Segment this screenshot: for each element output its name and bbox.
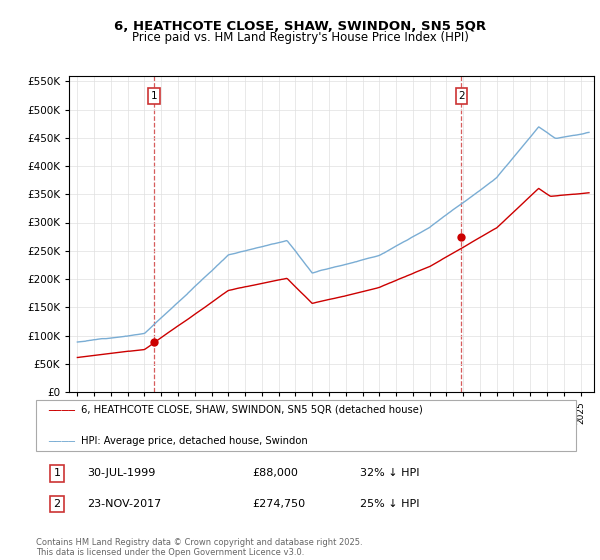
Text: HPI: Average price, detached house, Swindon: HPI: Average price, detached house, Swin… [81,436,308,446]
Text: 32% ↓ HPI: 32% ↓ HPI [360,468,419,478]
Text: Contains HM Land Registry data © Crown copyright and database right 2025.
This d: Contains HM Land Registry data © Crown c… [36,538,362,557]
Text: 6, HEATHCOTE CLOSE, SHAW, SWINDON, SN5 5QR (detached house): 6, HEATHCOTE CLOSE, SHAW, SWINDON, SN5 5… [81,405,423,415]
Text: 2: 2 [458,91,465,101]
Text: 1: 1 [53,468,61,478]
Text: 1: 1 [151,91,157,101]
Text: 25% ↓ HPI: 25% ↓ HPI [360,499,419,509]
Text: ────: ──── [48,405,75,415]
Text: Price paid vs. HM Land Registry's House Price Index (HPI): Price paid vs. HM Land Registry's House … [131,31,469,44]
Text: 30-JUL-1999: 30-JUL-1999 [87,468,155,478]
Text: 6, HEATHCOTE CLOSE, SHAW, SWINDON, SN5 5QR: 6, HEATHCOTE CLOSE, SHAW, SWINDON, SN5 5… [114,20,486,32]
Text: ────: ──── [48,436,75,446]
Text: 2: 2 [53,499,61,509]
Text: £274,750: £274,750 [252,499,305,509]
Text: 23-NOV-2017: 23-NOV-2017 [87,499,161,509]
Text: £88,000: £88,000 [252,468,298,478]
